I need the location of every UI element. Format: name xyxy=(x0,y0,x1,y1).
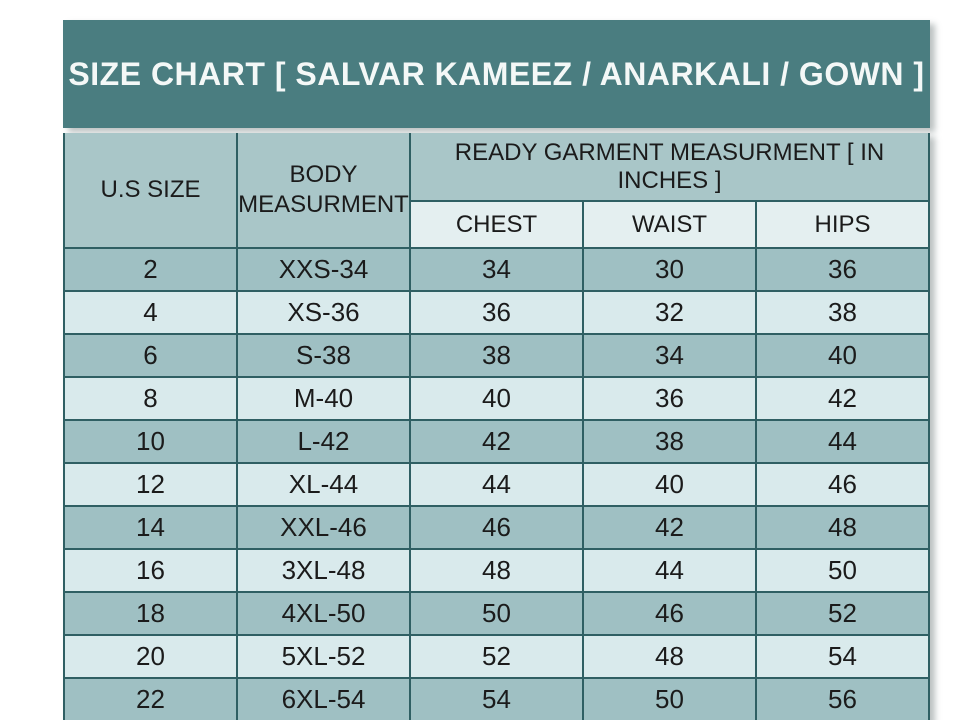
cell-body-measurement: M-40 xyxy=(236,376,411,421)
col-header-us-size: U.S SIZE xyxy=(63,133,238,249)
table-row: 20 5XL-52 52 48 54 xyxy=(63,634,930,679)
col-group-header-ready-garment: READY GARMENT MEASURMENT [ IN INCHES ] xyxy=(409,133,930,202)
cell-body-measurement: S-38 xyxy=(236,333,411,378)
table-row: 22 6XL-54 54 50 56 xyxy=(63,677,930,720)
table-body: 2 XXS-34 34 30 36 4 XS-36 36 32 38 6 S-3… xyxy=(63,247,930,720)
table-row: 10 L-42 42 38 44 xyxy=(63,419,930,464)
cell-us-size: 4 xyxy=(63,290,238,335)
cell-chest: 44 xyxy=(409,462,584,507)
table-row: 8 M-40 40 36 42 xyxy=(63,376,930,421)
table-row: 2 XXS-34 34 30 36 xyxy=(63,247,930,292)
cell-waist: 48 xyxy=(582,634,757,679)
cell-chest: 34 xyxy=(409,247,584,292)
cell-us-size: 22 xyxy=(63,677,238,720)
cell-chest: 50 xyxy=(409,591,584,636)
cell-hips: 52 xyxy=(755,591,930,636)
cell-body-measurement: 6XL-54 xyxy=(236,677,411,720)
cell-waist: 46 xyxy=(582,591,757,636)
cell-chest: 40 xyxy=(409,376,584,421)
cell-body-measurement: XXS-34 xyxy=(236,247,411,292)
cell-body-measurement: 5XL-52 xyxy=(236,634,411,679)
col-header-chest: CHEST xyxy=(409,200,584,249)
cell-waist: 32 xyxy=(582,290,757,335)
cell-waist: 36 xyxy=(582,376,757,421)
cell-waist: 40 xyxy=(582,462,757,507)
title-band: SIZE CHART [ SALVAR KAMEEZ / ANARKALI / … xyxy=(63,20,930,128)
cell-hips: 50 xyxy=(755,548,930,593)
table-row: 6 S-38 38 34 40 xyxy=(63,333,930,378)
table-row: 14 XXL-46 46 42 48 xyxy=(63,505,930,550)
cell-us-size: 18 xyxy=(63,591,238,636)
cell-waist: 34 xyxy=(582,333,757,378)
cell-hips: 54 xyxy=(755,634,930,679)
cell-waist: 30 xyxy=(582,247,757,292)
cell-us-size: 20 xyxy=(63,634,238,679)
cell-hips: 46 xyxy=(755,462,930,507)
cell-waist: 44 xyxy=(582,548,757,593)
cell-chest: 38 xyxy=(409,333,584,378)
cell-body-measurement: L-42 xyxy=(236,419,411,464)
cell-us-size: 6 xyxy=(63,333,238,378)
table-row: 4 XS-36 36 32 38 xyxy=(63,290,930,335)
cell-chest: 46 xyxy=(409,505,584,550)
cell-chest: 54 xyxy=(409,677,584,720)
cell-hips: 48 xyxy=(755,505,930,550)
cell-us-size: 12 xyxy=(63,462,238,507)
table-row: 16 3XL-48 48 44 50 xyxy=(63,548,930,593)
cell-waist: 38 xyxy=(582,419,757,464)
size-chart-table: U.S SIZE BODY MEASURMENT READY GARMENT M… xyxy=(63,133,930,720)
cell-us-size: 16 xyxy=(63,548,238,593)
cell-waist: 50 xyxy=(582,677,757,720)
cell-body-measurement: XXL-46 xyxy=(236,505,411,550)
cell-us-size: 14 xyxy=(63,505,238,550)
cell-waist: 42 xyxy=(582,505,757,550)
table-row: 12 XL-44 44 40 46 xyxy=(63,462,930,507)
page-title: SIZE CHART [ SALVAR KAMEEZ / ANARKALI / … xyxy=(68,55,925,92)
cell-body-measurement: XS-36 xyxy=(236,290,411,335)
cell-chest: 48 xyxy=(409,548,584,593)
cell-hips: 42 xyxy=(755,376,930,421)
table-row: 18 4XL-50 50 46 52 xyxy=(63,591,930,636)
col-header-waist: WAIST xyxy=(582,200,757,249)
cell-hips: 56 xyxy=(755,677,930,720)
cell-hips: 40 xyxy=(755,333,930,378)
cell-chest: 36 xyxy=(409,290,584,335)
cell-body-measurement: XL-44 xyxy=(236,462,411,507)
cell-us-size: 10 xyxy=(63,419,238,464)
cell-hips: 38 xyxy=(755,290,930,335)
cell-hips: 44 xyxy=(755,419,930,464)
cell-hips: 36 xyxy=(755,247,930,292)
table-header: U.S SIZE BODY MEASURMENT READY GARMENT M… xyxy=(63,133,930,249)
cell-body-measurement: 3XL-48 xyxy=(236,548,411,593)
col-header-hips: HIPS xyxy=(755,200,930,249)
cell-chest: 42 xyxy=(409,419,584,464)
cell-body-measurement: 4XL-50 xyxy=(236,591,411,636)
cell-chest: 52 xyxy=(409,634,584,679)
cell-us-size: 8 xyxy=(63,376,238,421)
cell-us-size: 2 xyxy=(63,247,238,292)
col-header-body-measurement: BODY MEASURMENT xyxy=(236,133,411,249)
